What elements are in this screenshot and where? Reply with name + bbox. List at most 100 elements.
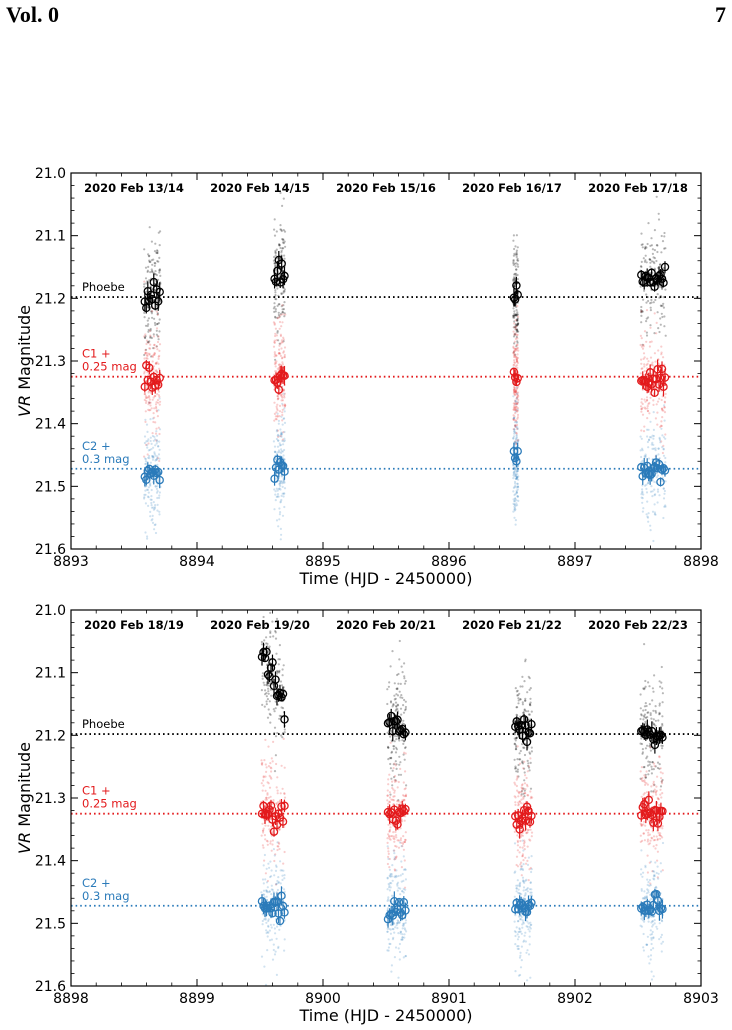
measurement-point xyxy=(513,516,516,519)
measurement-point xyxy=(645,892,649,895)
measurement-point xyxy=(646,482,650,485)
measurement-point xyxy=(387,783,390,786)
measurement-point xyxy=(660,440,663,443)
binned-point xyxy=(527,719,536,729)
measurement-point xyxy=(280,432,283,435)
measurement-point xyxy=(515,357,518,361)
measurement-point xyxy=(145,485,148,488)
binned-point xyxy=(266,801,276,810)
measurement-point xyxy=(516,322,520,326)
measurement-point xyxy=(144,418,147,421)
measurement-point xyxy=(400,860,403,863)
measurement-point xyxy=(387,802,390,805)
measurement-point xyxy=(282,338,285,341)
measurement-point xyxy=(512,279,515,282)
measurement-point xyxy=(156,463,159,466)
measurement-point xyxy=(652,874,656,878)
measurement-point xyxy=(529,704,532,707)
binned-point xyxy=(515,825,524,834)
measurement-point xyxy=(652,877,655,880)
measurement-point xyxy=(265,700,268,703)
measurement-point xyxy=(144,351,147,354)
measurement-point xyxy=(149,271,152,274)
measurement-point xyxy=(530,750,534,753)
measurement-point xyxy=(282,290,285,293)
measurement-point xyxy=(262,831,265,834)
measurement-point xyxy=(640,362,643,365)
measurement-point xyxy=(650,772,654,775)
measurement-point xyxy=(275,298,278,301)
measurement-point xyxy=(271,839,274,842)
measurement-point xyxy=(397,682,400,685)
measurement-point xyxy=(512,352,515,355)
measurement-point xyxy=(278,483,281,486)
measurement-point xyxy=(148,347,151,350)
measurement-point xyxy=(514,934,517,938)
measurement-point xyxy=(156,260,159,263)
measurement-point xyxy=(404,831,407,834)
measurement-point xyxy=(525,776,528,780)
measurement-point xyxy=(516,945,519,948)
measurement-point xyxy=(512,326,515,329)
measurement-point xyxy=(646,440,650,444)
measurement-point xyxy=(515,409,518,412)
measurement-point xyxy=(653,511,657,514)
measurement-point xyxy=(388,942,391,946)
measurement-point xyxy=(646,398,649,402)
measurement-point xyxy=(144,420,147,423)
measurement-point xyxy=(147,491,150,494)
measurement-point xyxy=(283,481,286,484)
x-tick-label: 8894 xyxy=(179,554,215,570)
measurement-point xyxy=(264,798,267,801)
measurement-point xyxy=(283,888,286,891)
measurement-point xyxy=(519,685,522,688)
measurement-point xyxy=(396,704,400,707)
measurement-point xyxy=(147,265,150,268)
measurement-point xyxy=(645,915,649,918)
measurement-point xyxy=(515,274,518,277)
measurement-point xyxy=(517,265,520,268)
measurement-point xyxy=(156,457,160,460)
measurement-point xyxy=(404,707,407,711)
measurement-point xyxy=(387,746,390,749)
measurement-point xyxy=(152,333,155,336)
measurement-point xyxy=(265,703,268,706)
measurement-point xyxy=(516,416,520,419)
measurement-point xyxy=(514,400,517,403)
measurement-point xyxy=(523,844,526,847)
measurement-point xyxy=(267,824,270,827)
measurement-point xyxy=(401,924,404,927)
measurement-point xyxy=(652,923,655,926)
measurement-point xyxy=(260,640,263,644)
measurement-point xyxy=(265,839,268,842)
measurement-point xyxy=(265,889,268,892)
measurement-point xyxy=(516,361,520,365)
measurement-point xyxy=(270,888,273,891)
measurement-point xyxy=(404,793,408,796)
measurement-point xyxy=(386,907,389,910)
measurement-point xyxy=(513,421,517,424)
measurement-point xyxy=(262,601,264,603)
measurement-point xyxy=(269,630,272,633)
measurement-point xyxy=(276,451,280,454)
measurement-point xyxy=(272,740,275,744)
measurement-point xyxy=(660,407,664,410)
measurement-point xyxy=(515,386,518,389)
measurement-point xyxy=(643,890,646,893)
measurement-point xyxy=(400,880,403,883)
measurement-point xyxy=(156,455,159,458)
measurement-point xyxy=(639,873,643,876)
measurement-point xyxy=(264,763,267,766)
measurement-point xyxy=(402,922,406,926)
measurement-point xyxy=(278,244,281,247)
measurement-point xyxy=(656,411,659,414)
measurement-point xyxy=(276,845,279,848)
x-tick-label: 8903 xyxy=(683,991,719,1007)
measurement-point xyxy=(512,395,515,398)
measurement-point xyxy=(524,658,527,661)
measurement-point xyxy=(661,692,665,695)
measurement-point xyxy=(514,508,517,511)
measurement-point xyxy=(143,283,146,286)
binned-point xyxy=(280,467,289,476)
measurement-point xyxy=(393,775,397,778)
